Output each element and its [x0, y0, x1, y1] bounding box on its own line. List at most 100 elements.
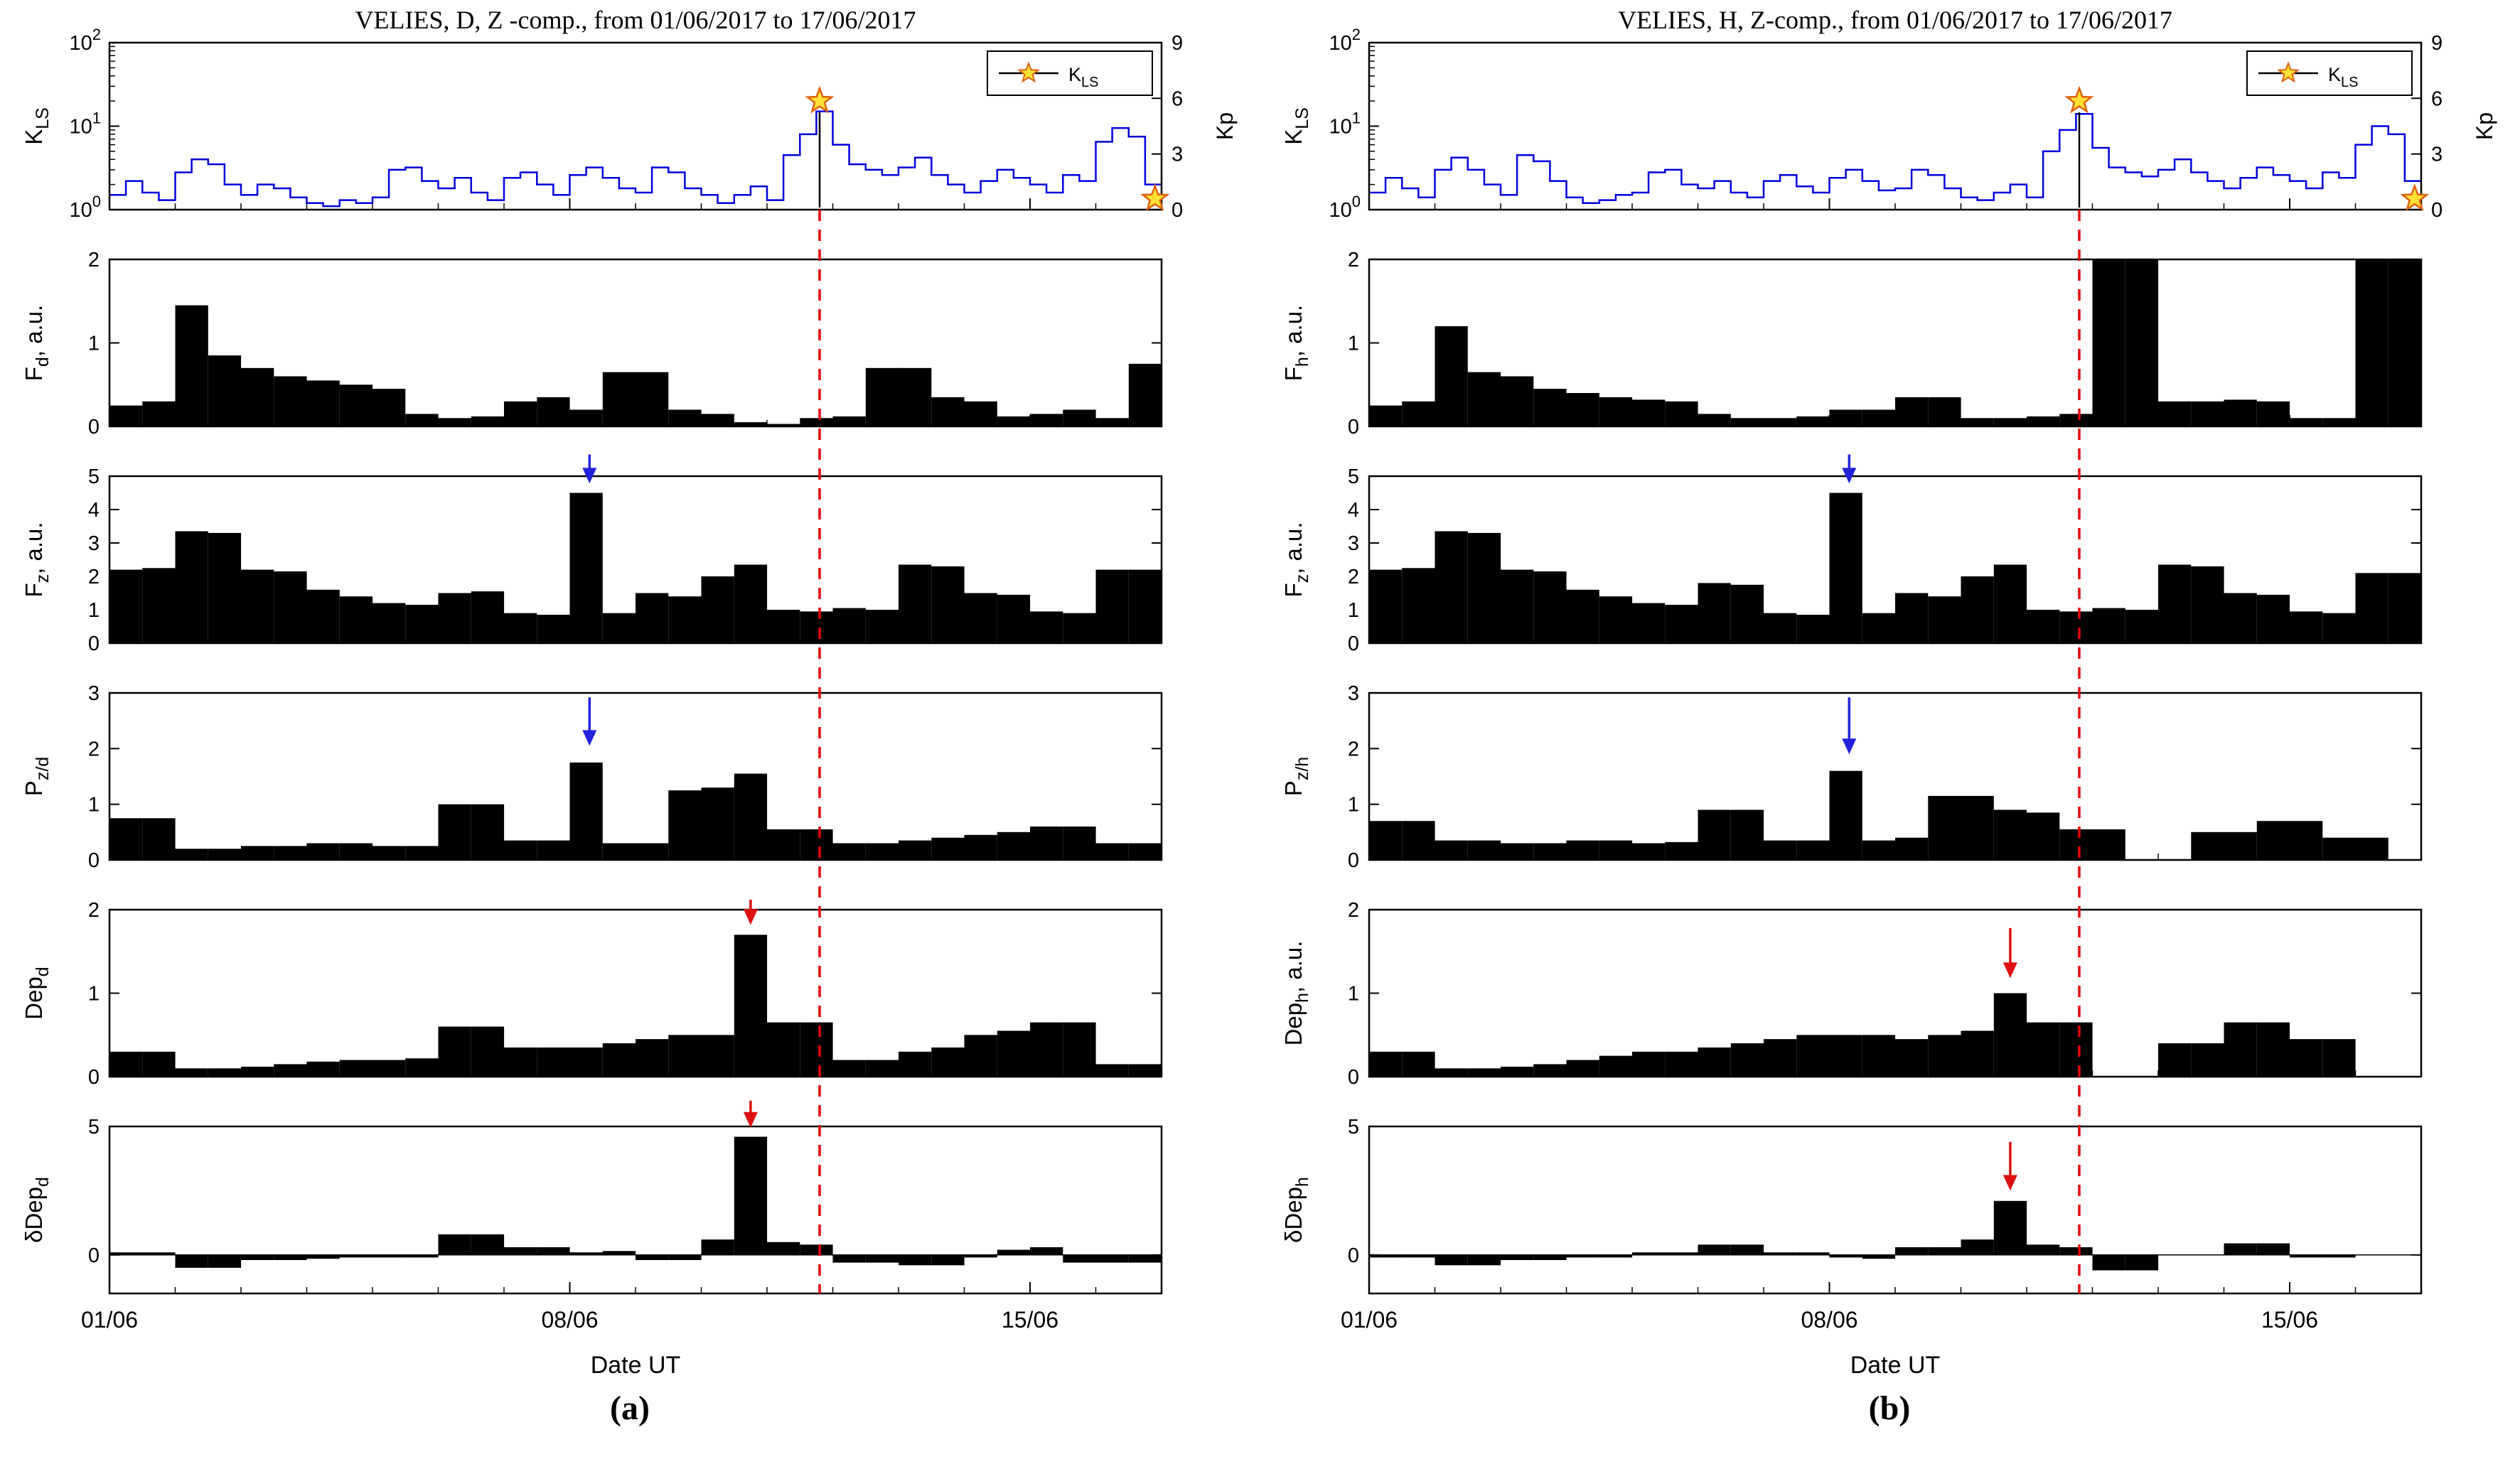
bar: [1566, 1254, 1599, 1258]
bar: [1632, 1252, 1666, 1255]
x-tick-label: 15/06: [1002, 1307, 1058, 1333]
bar: [1632, 1051, 1666, 1077]
bar: [1402, 1254, 1435, 1258]
bar: [832, 416, 866, 426]
bar: [767, 610, 800, 643]
bar: [2224, 1022, 2257, 1077]
y-tick-label: 1: [1348, 794, 1359, 817]
bar: [2322, 837, 2356, 860]
bar: [2059, 1247, 2093, 1255]
bar: [701, 1035, 734, 1077]
x-tick-label: 08/06: [1801, 1307, 1857, 1333]
bar: [865, 1254, 899, 1263]
bar: [175, 849, 208, 860]
bar: [800, 1022, 833, 1077]
bar: [109, 818, 143, 861]
bar: [1599, 1055, 1633, 1077]
y-tick-label: 1: [1348, 333, 1359, 355]
bar: [1895, 397, 1929, 426]
bar: [1435, 840, 1468, 860]
bar: [306, 380, 340, 426]
y-axis-label: KLS: [1280, 107, 1312, 145]
bar: [1063, 613, 1096, 643]
bar: [1501, 376, 1534, 426]
bar: [964, 1254, 997, 1258]
x-tick-label: 15/06: [2261, 1307, 2318, 1333]
bar: [2027, 610, 2060, 643]
bar: [2290, 1039, 2323, 1077]
bar: [1533, 843, 1567, 860]
bar: [931, 566, 965, 643]
bar: [800, 829, 833, 860]
y-tick-label: 0: [1348, 633, 1359, 655]
bar: [1095, 1064, 1129, 1077]
y-tick-label: 1: [1348, 983, 1359, 1006]
bar: [865, 367, 899, 427]
y-tick-label: 0: [1348, 1066, 1359, 1089]
chart-svg-a: VELIES, D, Z -comp., from 01/06/2017 to …: [21, 6, 1238, 1379]
bar: [1128, 1254, 1162, 1263]
bar: [1402, 821, 1435, 860]
bar: [208, 849, 242, 860]
bar: [142, 1051, 176, 1077]
bar: [1730, 1244, 1764, 1255]
bar: [997, 832, 1031, 860]
bar: [2125, 1254, 2159, 1271]
bar: [668, 1254, 702, 1260]
kp-tick-label: 9: [2431, 32, 2443, 55]
bar: [1993, 1200, 2027, 1255]
bar: [1895, 837, 1929, 860]
bar: [1467, 840, 1501, 860]
bar: [208, 1254, 242, 1268]
y-tick-label: 2: [88, 566, 100, 588]
bar: [504, 613, 537, 643]
bar: [1698, 414, 1731, 426]
caption-b: (b): [1868, 1389, 1911, 1427]
bar: [2191, 1043, 2224, 1077]
star-icon: [1140, 183, 1170, 212]
blue-arrow: [1842, 697, 1857, 755]
bar: [537, 840, 570, 860]
chart-svg-b: VELIES, H, Z-comp., from 01/06/2017 to 1…: [1280, 6, 2497, 1379]
kp-axis-label: Kp: [1212, 112, 1238, 140]
y-tick-label: 2: [88, 738, 100, 760]
y-axis-label: Fd, a.u.: [21, 305, 53, 381]
bar: [339, 384, 373, 427]
bar: [1961, 1239, 1994, 1255]
bar: [734, 773, 768, 860]
y-tick-label: 4: [88, 499, 100, 522]
bar: [1993, 418, 2027, 427]
bar: [2059, 829, 2093, 860]
bar: [1467, 1068, 1501, 1077]
bar: [2092, 829, 2125, 860]
bar: [1764, 613, 1797, 643]
bar: [734, 564, 768, 643]
bar: [109, 405, 143, 426]
bar: [569, 409, 603, 426]
bar: [1501, 569, 1534, 643]
y-tick-label: 0: [88, 1244, 100, 1267]
y-tick-label: 2: [88, 249, 100, 271]
bar: [1928, 596, 1961, 643]
bar: [2027, 416, 2060, 426]
bar: [1764, 1252, 1797, 1255]
bar: [931, 1047, 965, 1077]
bar: [306, 843, 340, 860]
bar: [471, 804, 505, 860]
star-icon: [805, 85, 835, 114]
bar: [668, 409, 702, 426]
bar: [2355, 573, 2388, 643]
bar: [537, 1247, 570, 1255]
bar: [2224, 832, 2257, 860]
blue-arrow: [582, 697, 597, 746]
kp-tick-label: 3: [2431, 144, 2443, 166]
bar: [1128, 363, 1162, 426]
bar: [2059, 611, 2093, 643]
bar: [274, 846, 307, 860]
bar: [931, 397, 965, 426]
bar: [636, 1254, 669, 1260]
bar: [569, 1252, 603, 1255]
bar: [964, 1035, 997, 1077]
bar: [504, 401, 537, 427]
bar: [832, 608, 866, 643]
